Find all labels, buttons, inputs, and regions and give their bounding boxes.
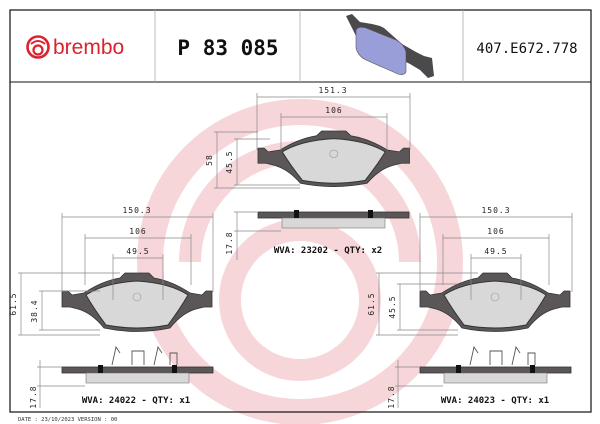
brembo-logo-icon (26, 35, 50, 59)
part-number: P 83 085 (177, 36, 278, 60)
pad-side-view (61, 345, 214, 384)
side-friction (281, 217, 386, 229)
dim-inner-top: 106 (325, 106, 342, 115)
pad-outline (257, 130, 410, 187)
side-backing-plate (257, 211, 410, 219)
brand-name: brembo (53, 36, 124, 59)
spring-clip (111, 345, 178, 366)
friction-material (281, 138, 386, 184)
dim-friction-top: 45.5 (225, 150, 234, 173)
reference-number: 407.E672.778 (476, 41, 577, 57)
dim-thickness-left: 17.8 (29, 385, 38, 408)
pad-front-view-right (419, 272, 572, 384)
product-image (346, 14, 434, 78)
dim-width-left: 150.3 (122, 206, 151, 215)
dim-center-left: 49.5 (126, 247, 149, 256)
dimensions-left: 150.3 106 49.5 61.5 38.4 17.8 WVA: 24022… (9, 206, 214, 409)
pad-outline (419, 272, 571, 332)
side-clip-slot (530, 365, 535, 373)
dim-thickness-right: 17.8 (387, 385, 396, 408)
spring-clip (469, 345, 536, 366)
dim-height-top: 58 (205, 154, 214, 166)
center-hole (490, 292, 500, 302)
dim-center-right: 49.5 (484, 247, 507, 256)
side-clip-slot (368, 210, 373, 218)
pad-front-view-top (257, 130, 410, 229)
friction-material (443, 280, 547, 329)
center-hole (132, 292, 142, 302)
dimensions-top: 151.3 106 58 45.5 17.8 WVA: 23202 - QTY:… (205, 86, 411, 260)
dim-width-top: 151.3 (318, 86, 347, 95)
wva-label-top: WVA: 23202 - QTY: x2 (274, 246, 382, 256)
dim-friction-right: 45.5 (388, 295, 397, 318)
pad-outline (61, 272, 213, 332)
frame (9, 9, 592, 413)
side-clip-slot (456, 365, 461, 373)
wva-label-right: WVA: 24023 - QTY: x1 (441, 396, 549, 406)
pad-side-view (419, 345, 572, 384)
side-backing-plate (419, 366, 572, 374)
dim-friction-left: 38.4 (30, 299, 39, 322)
dim-width-right: 150.3 (481, 206, 510, 215)
brembo-logo: brembo (26, 35, 124, 59)
pad-side-view (257, 210, 410, 229)
side-clip-slot (294, 210, 299, 218)
side-clip-slot (98, 365, 103, 373)
wva-label-left: WVA: 24022 - QTY: x1 (82, 396, 190, 406)
friction-material (85, 280, 189, 329)
pad-front-view-left (61, 272, 214, 384)
dimensions-right: 150.3 106 49.5 61.5 45.5 17.8 WVA: 24023… (367, 206, 573, 409)
side-clip-slot (172, 365, 177, 373)
dim-height-left: 61.5 (9, 292, 18, 315)
dim-inner-left: 106 (129, 227, 146, 236)
dim-inner-right: 106 (487, 227, 504, 236)
date-version: DATE : 23/10/2023 VERSION : 00 (18, 417, 117, 423)
side-friction (443, 372, 548, 384)
dim-height-right: 61.5 (367, 292, 376, 315)
side-friction (85, 372, 190, 384)
center-hole (329, 149, 339, 158)
dim-thickness-top: 17.8 (225, 231, 234, 254)
side-backing-plate (61, 366, 214, 374)
